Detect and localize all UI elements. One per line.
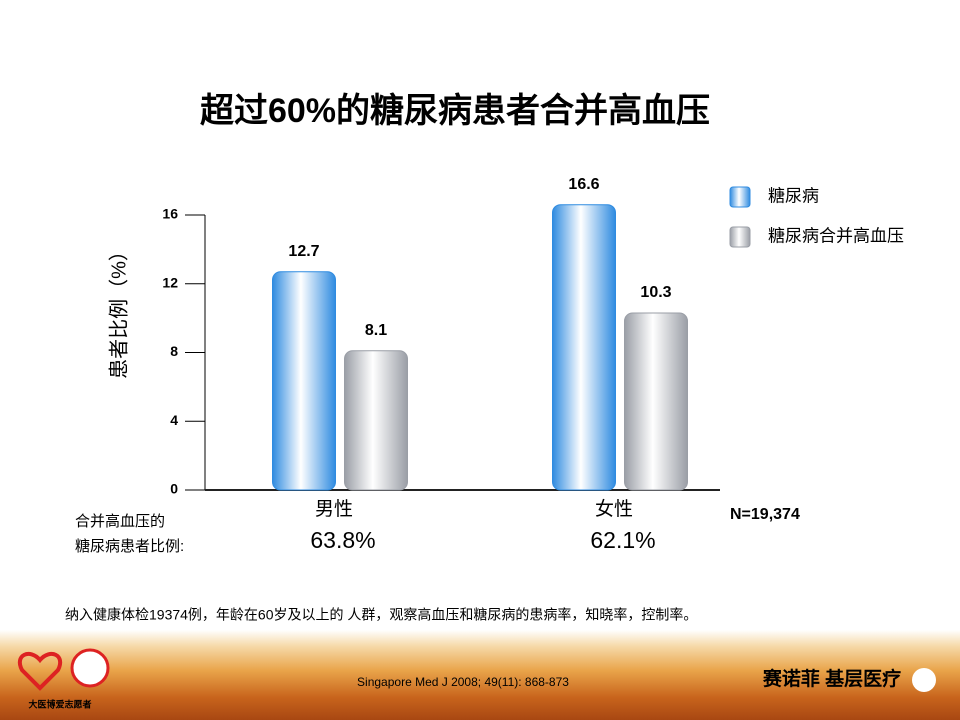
logo-cross [70,648,110,688]
data-label: 8.1 [365,322,387,339]
chart-title: 超过60%的糖尿病患者合并高血压 [200,92,710,130]
data-label: 10.3 [640,284,671,301]
y-axis-label: 患者比例（%） [107,241,130,379]
ratio-label: 63.8% [310,527,375,553]
y-tick-label: 4 [170,412,178,428]
bar [624,312,688,491]
bar [272,271,336,491]
footer-band [0,630,960,720]
footnote: 纳入健康体检19374例，年龄在60岁及以上的 人群，观察高血压和糖尿病的患病率… [65,607,697,623]
ratio-title: 合并高血压的 [75,513,165,530]
ratio-label: 62.1% [590,527,655,553]
y-tick-label: 8 [170,343,178,359]
logo-right-icon [912,668,936,692]
logo-right-text: 赛诺菲 基层医疗 [762,667,901,690]
citation: Singapore Med J 2008; 49(11): 868-873 [357,675,569,689]
ratio-title: 糖尿病患者比例: [75,538,184,555]
legend-label: 糖尿病合并高血压 [768,226,904,245]
sample-size: N=19,374 [730,506,800,523]
legend-swatch [729,186,751,208]
logo-left-text: 大医博爱志愿者 [28,698,91,709]
y-tick-label: 16 [162,206,178,222]
bar [552,204,616,491]
data-label: 16.6 [568,176,599,193]
y-tick-label: 12 [162,274,178,290]
x-tick-label: 女性 [595,498,633,520]
x-tick-label: 男性 [315,498,353,520]
logo-heart [18,651,62,691]
legend-swatch [729,226,751,248]
bar [344,350,408,491]
y-tick-label: 0 [170,481,178,497]
legend-label: 糖尿病 [768,186,819,205]
data-label: 12.7 [288,243,319,260]
